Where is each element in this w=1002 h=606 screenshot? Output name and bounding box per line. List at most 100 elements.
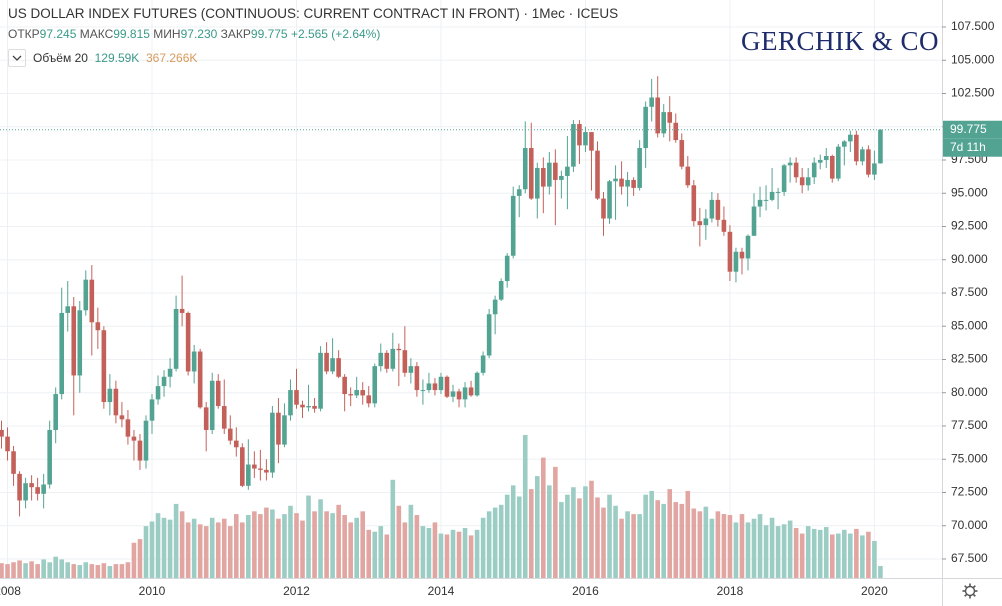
volume-bar xyxy=(59,559,65,578)
volume-bar xyxy=(679,503,685,578)
gear-ring xyxy=(964,585,976,597)
volume-bar xyxy=(781,524,787,578)
candle-body xyxy=(276,412,281,445)
candle-body xyxy=(835,146,841,179)
volume-bar xyxy=(866,531,871,578)
candle-body xyxy=(432,383,438,391)
candle-body xyxy=(547,162,552,187)
volume-bar xyxy=(848,533,853,578)
volume-bar xyxy=(173,503,179,578)
candle-body xyxy=(396,348,402,351)
volume-bar xyxy=(342,515,347,578)
legend-change: +2.565 (+2.64%) xyxy=(290,27,381,41)
volume-bar xyxy=(547,485,552,578)
candle-body xyxy=(330,358,335,372)
candle-body xyxy=(751,206,757,236)
candle-body xyxy=(17,473,22,501)
candle-body xyxy=(113,388,119,416)
volume-bar xyxy=(276,518,281,578)
candle-body xyxy=(167,368,173,377)
candle-body xyxy=(709,199,715,219)
candle-body xyxy=(59,312,65,395)
volume-bar xyxy=(685,490,691,578)
volume-bar xyxy=(366,529,372,578)
volume-bar xyxy=(715,511,721,578)
candle-body xyxy=(161,376,167,387)
y-tick-label: 67.500 xyxy=(951,551,988,565)
volume-bar xyxy=(17,560,22,578)
candle-body xyxy=(679,140,685,167)
volume-title: Объём 20 xyxy=(33,51,88,65)
candle-body xyxy=(252,464,257,469)
volume-bar xyxy=(474,529,480,578)
volume-bar xyxy=(47,562,52,578)
candle-body xyxy=(318,352,323,409)
candle-body xyxy=(143,420,149,461)
volume-bar xyxy=(149,521,155,578)
candle-body xyxy=(860,149,865,162)
candle-body xyxy=(757,199,763,207)
candle-body xyxy=(504,255,510,282)
candle-body xyxy=(125,419,131,437)
legend-value: 99.775 xyxy=(250,27,288,41)
y-tick-label: 80.000 xyxy=(951,385,988,399)
volume-bar xyxy=(294,513,299,578)
candle-body xyxy=(264,469,269,473)
candle-body xyxy=(131,436,137,441)
volume-bar xyxy=(709,518,715,578)
candle-body xyxy=(384,352,390,369)
volume-bar xyxy=(179,511,185,578)
volume-bar xyxy=(209,517,215,578)
candle-body xyxy=(522,148,528,190)
candle-body xyxy=(643,106,648,149)
y-tick-label: 95.000 xyxy=(951,185,988,199)
volume-bar xyxy=(65,562,71,578)
volume-bar xyxy=(625,511,630,578)
gear-tooth xyxy=(972,593,976,597)
candle-body xyxy=(354,390,359,396)
candle-body xyxy=(444,376,450,397)
legend-label: МИН xyxy=(153,27,181,41)
volume-bar xyxy=(378,526,384,578)
volume-bar xyxy=(504,494,510,578)
candle-body xyxy=(372,366,378,404)
collapse-button[interactable] xyxy=(8,49,26,67)
volume-bar xyxy=(137,539,143,578)
candle-body xyxy=(270,412,275,473)
volume-bar xyxy=(318,499,323,578)
volume-bar xyxy=(577,498,582,578)
volume-bar xyxy=(167,519,173,578)
volume-bar xyxy=(450,529,456,578)
volume-bar xyxy=(456,531,462,578)
plot-area xyxy=(0,0,942,578)
volume-bar xyxy=(787,520,793,578)
volume-bar xyxy=(510,485,516,578)
volume-bar xyxy=(11,562,16,578)
last-price-tag xyxy=(943,120,1002,139)
countdown-label: 7d 11h xyxy=(950,140,986,154)
candle-body xyxy=(258,468,263,470)
volume-bar xyxy=(438,533,444,578)
volume-bar xyxy=(420,526,426,578)
volume-bar xyxy=(661,503,667,578)
legend-value: 99.815 xyxy=(113,27,150,41)
gear-tooth xyxy=(964,585,968,589)
candle-body xyxy=(35,487,40,494)
candle-body xyxy=(101,330,107,403)
volume-bar xyxy=(113,564,119,578)
candle-body xyxy=(23,483,28,501)
volume-bar xyxy=(444,534,450,578)
candle-body xyxy=(763,199,769,201)
volume-bar xyxy=(541,457,546,578)
x-tick-label: 2018 xyxy=(717,584,744,598)
candle-body xyxy=(854,134,859,162)
settings-button[interactable] xyxy=(962,583,978,599)
candle-body xyxy=(288,390,293,416)
volume-bar xyxy=(492,507,498,578)
candle-body xyxy=(149,399,155,421)
volume-bar xyxy=(282,514,287,578)
candle-body xyxy=(823,156,829,160)
volume-bar xyxy=(191,518,197,578)
volume-bar xyxy=(498,504,504,578)
